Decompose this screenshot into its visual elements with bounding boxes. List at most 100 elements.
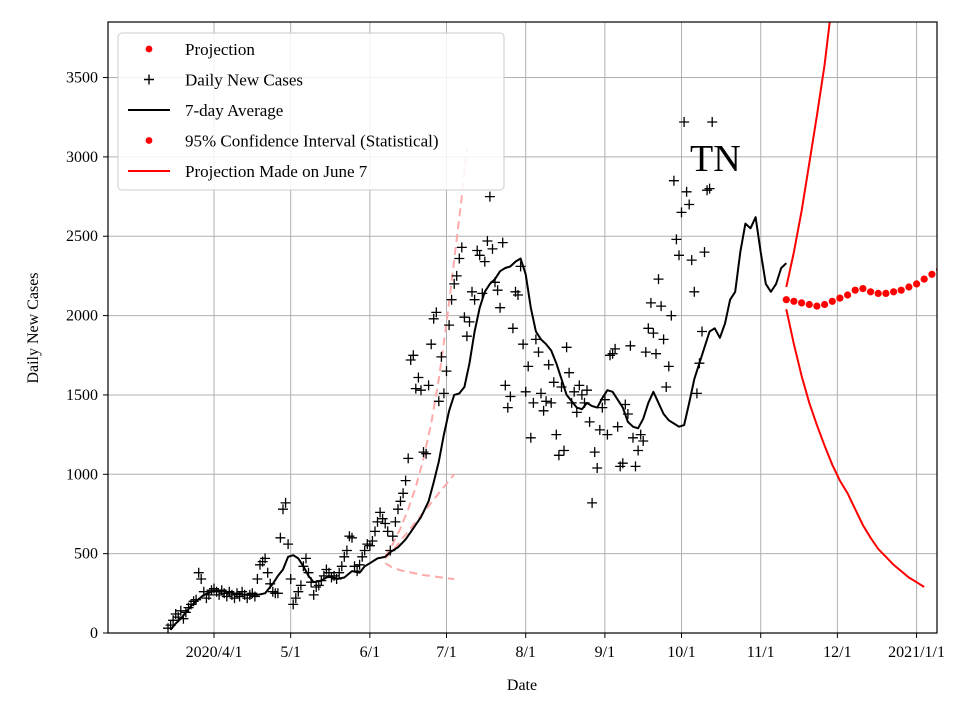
y-tick-label: 3000 bbox=[66, 149, 98, 166]
legend-dot-marker bbox=[145, 137, 153, 144]
june7-projection-line bbox=[384, 473, 455, 560]
legend-entry-label: 7-day Average bbox=[185, 101, 283, 120]
daily-case-point bbox=[423, 380, 434, 391]
daily-case-point bbox=[505, 391, 516, 402]
daily-case-point bbox=[676, 207, 687, 218]
daily-case-point bbox=[553, 450, 564, 461]
legend-entry-label: Projection bbox=[185, 40, 255, 59]
daily-case-point bbox=[472, 245, 483, 256]
daily-case-point bbox=[576, 389, 587, 400]
projection-point bbox=[867, 288, 875, 296]
projection-point bbox=[882, 289, 890, 297]
daily-case-point bbox=[229, 593, 240, 604]
daily-case-point bbox=[290, 593, 301, 604]
daily-case-point bbox=[446, 294, 457, 305]
daily-case-point bbox=[459, 312, 470, 323]
daily-case-point bbox=[584, 416, 595, 427]
confidence-interval-line bbox=[785, 308, 925, 588]
daily-case-point bbox=[702, 185, 713, 196]
daily-case-point bbox=[569, 386, 580, 397]
daily-case-point bbox=[393, 504, 403, 515]
daily-case-point bbox=[357, 551, 368, 562]
daily-case-point bbox=[426, 339, 437, 350]
daily-case-point bbox=[461, 331, 472, 342]
y-tick-label: 3500 bbox=[66, 70, 98, 87]
daily-case-point bbox=[612, 421, 623, 432]
projection-point bbox=[844, 291, 852, 299]
daily-case-point bbox=[395, 496, 406, 507]
legend-entry-label: Projection Made on June 7 bbox=[185, 162, 368, 181]
daily-case-point bbox=[449, 278, 460, 289]
x-axis-label: Date bbox=[507, 677, 537, 694]
projection-point bbox=[813, 302, 821, 310]
daily-case-point bbox=[663, 361, 674, 372]
y-tick-label: 2500 bbox=[66, 228, 98, 245]
daily-case-point bbox=[546, 397, 557, 408]
daily-case-point bbox=[252, 574, 263, 584]
daily-case-point bbox=[651, 348, 661, 359]
daily-case-point bbox=[648, 328, 659, 339]
daily-case-point bbox=[525, 432, 536, 443]
projection-point bbox=[790, 297, 798, 305]
daily-case-point bbox=[234, 591, 245, 602]
june7-projection-line bbox=[384, 148, 468, 558]
daily-case-point bbox=[344, 531, 355, 542]
daily-case-point bbox=[564, 367, 575, 378]
daily-case-point bbox=[249, 591, 260, 602]
axis-ticks: 2020/4/1 5/1 6/1 7/1 8/1 9/1 10/1 11/1 12/1 2021/… bbox=[66, 70, 945, 661]
daily-case-point bbox=[405, 355, 416, 365]
daily-case-point bbox=[433, 396, 444, 407]
daily-case-point bbox=[421, 448, 432, 459]
daily-case-point bbox=[408, 350, 419, 361]
projection-point bbox=[798, 299, 806, 307]
daily-case-point bbox=[684, 199, 695, 210]
daily-case-point bbox=[278, 504, 288, 515]
daily-case-point bbox=[341, 545, 352, 556]
daily-case-point bbox=[605, 350, 615, 361]
projection-point bbox=[805, 300, 813, 309]
y-tick-label: 1500 bbox=[66, 387, 98, 404]
projection-point bbox=[821, 300, 829, 309]
daily-case-point bbox=[375, 507, 386, 518]
legend-plus-marker bbox=[144, 74, 154, 85]
daily-case-point bbox=[589, 447, 600, 458]
legend-dot-marker bbox=[145, 45, 153, 53]
daily-case-point bbox=[196, 574, 207, 584]
daily-case-point bbox=[507, 323, 518, 334]
daily-case-point bbox=[543, 359, 554, 370]
daily-case-point bbox=[530, 334, 541, 345]
daily-case-point bbox=[668, 175, 679, 186]
daily-case-point bbox=[497, 237, 508, 248]
legend-entry-label: 95% Confidence Interval (Statistical) bbox=[185, 132, 439, 151]
daily-case-point bbox=[602, 429, 613, 440]
daily-case-point bbox=[656, 301, 667, 312]
daily-case-point bbox=[390, 516, 401, 527]
daily-case-point bbox=[175, 605, 186, 616]
daily-case-point bbox=[689, 286, 700, 297]
daily-case-point bbox=[398, 488, 409, 499]
daily-case-point bbox=[520, 386, 531, 397]
daily-case-point bbox=[681, 186, 692, 197]
x-tick-label: 6/1 bbox=[360, 644, 380, 661]
daily-case-point bbox=[474, 250, 485, 261]
legend-entry-label: Daily New Cases bbox=[185, 71, 303, 90]
daily-case-point bbox=[347, 532, 357, 543]
projection-point bbox=[782, 296, 790, 304]
daily-case-point bbox=[594, 424, 605, 435]
daily-case-point bbox=[280, 497, 291, 508]
daily-case-point bbox=[267, 586, 278, 597]
projection-point bbox=[913, 280, 921, 288]
daily-case-point bbox=[377, 513, 388, 524]
daily-case-point bbox=[444, 320, 455, 331]
daily-case-point bbox=[359, 545, 370, 556]
x-tick-label: 11/1 bbox=[747, 644, 775, 661]
daily-case-point bbox=[431, 307, 442, 318]
daily-case-point bbox=[301, 553, 311, 564]
tn-annotation: TN bbox=[690, 138, 741, 180]
daily-case-point bbox=[387, 531, 398, 542]
seven-day-average-line bbox=[169, 216, 787, 631]
y-tick-label: 0 bbox=[90, 625, 98, 642]
daily-case-point bbox=[349, 561, 360, 572]
daily-case-point bbox=[262, 567, 273, 578]
